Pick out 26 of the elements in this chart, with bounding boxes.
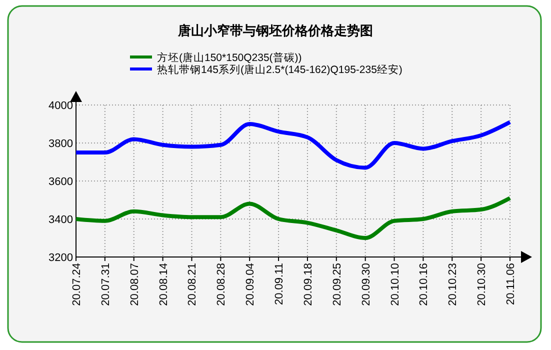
x-tick-label: 20.07.31	[100, 263, 112, 306]
x-tick-label: 20.09.30	[360, 263, 372, 306]
x-tick-label: 20.09.25	[331, 263, 344, 306]
x-tick-label: 20.08.07	[128, 263, 141, 306]
x-tick-label: 20.11.06	[505, 263, 517, 306]
x-tick-label: 20.08.21	[186, 263, 199, 306]
y-tick-label: 3800	[48, 138, 73, 150]
chart-title: 唐山小窄带与钢坯价格价格走势图	[177, 23, 373, 38]
x-tick-label: 20.10.10	[389, 263, 402, 306]
x-tick-label: 20.09.18	[302, 263, 314, 306]
x-tick-label: 20.10.30	[476, 263, 488, 306]
line-series	[74, 196, 512, 240]
legend-label: 方坯(唐山150*150Q235(普碳))	[157, 51, 302, 64]
y-tick-label: 3600	[48, 176, 73, 188]
x-tick-label: 20.10.23	[447, 263, 460, 306]
y-tick-label: 3400	[48, 214, 73, 226]
y-tick-label: 3200	[48, 252, 73, 264]
line-series	[74, 120, 512, 170]
x-tick-label: 20.08.14	[158, 263, 170, 306]
x-tick-label: 20.09.04	[244, 263, 257, 306]
y-tick-label: 4000	[48, 100, 73, 112]
x-tick-label: 20.08.28	[216, 263, 228, 306]
x-tick-label: 20.07.24	[71, 263, 83, 306]
legend-label: 热轧带钢145系列(唐山2.5*(145-162)Q195-235经安)	[157, 63, 402, 76]
x-tick-label: 20.10.16	[418, 263, 430, 306]
x-tick-label: 20.09.11	[274, 263, 286, 306]
